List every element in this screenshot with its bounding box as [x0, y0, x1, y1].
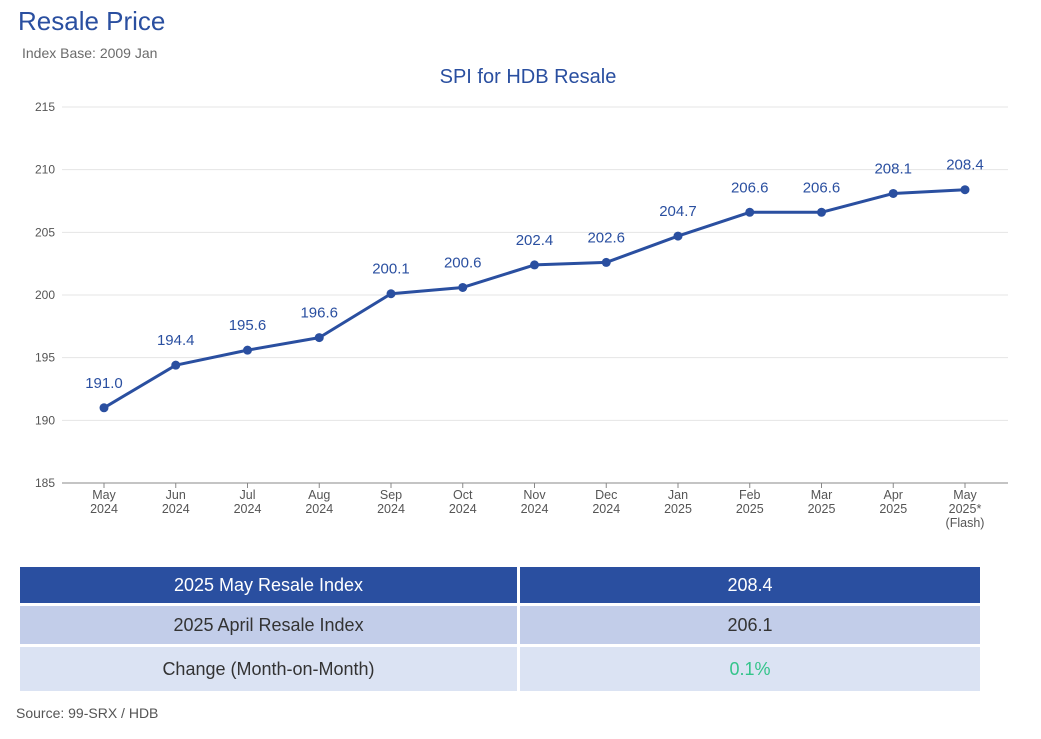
x-tick-label-line: May [953, 488, 977, 502]
x-tick-label-line: 2024 [592, 502, 620, 516]
x-tick-label: May 2025* (Flash) [946, 488, 985, 530]
x-tick-label-line: Mar [811, 488, 833, 502]
x-tick-label-line: 2024 [305, 502, 333, 516]
x-tick-label: Feb 2025 [736, 488, 764, 516]
data-label: 200.1 [372, 261, 410, 278]
table-cell-value: 206.1 [520, 606, 980, 644]
data-label: 206.6 [731, 179, 769, 196]
x-tick-label-line: 2024 [162, 502, 190, 516]
y-tick-label: 195 [35, 351, 55, 365]
x-tick-label: Dec 2024 [592, 488, 620, 516]
data-label: 195.6 [229, 317, 267, 334]
x-tick-label-line: Feb [739, 488, 761, 502]
x-tick-label-line: 2024 [234, 502, 262, 516]
data-point [243, 345, 252, 355]
source-note: Source: 99-SRX / HDB [16, 705, 159, 721]
x-tick-label: Oct 2024 [449, 488, 477, 516]
x-tick-label-line: 2025 [736, 502, 764, 516]
x-tick-label-line: Aug [308, 488, 330, 502]
data-point [960, 185, 970, 195]
page-title: Resale Price [18, 6, 166, 36]
series-line-spi [103, 188, 966, 410]
x-tick-label: Mar 2025 [808, 488, 836, 516]
data-label: 208.1 [874, 160, 912, 177]
x-tick-label-line: Jul [240, 488, 256, 502]
x-tick-label-line: 2025* [949, 502, 982, 516]
x-tick-label-line: 2025 [664, 502, 692, 516]
data-point [458, 282, 468, 292]
table-cell-label: Change (Month-on-Month) [20, 647, 517, 691]
y-tick-label: 200 [35, 288, 55, 302]
x-tick-label: Jan 2025 [664, 488, 692, 516]
x-tick-label: Apr 2025 [879, 488, 907, 516]
x-tick-label: Jun 2024 [162, 488, 190, 516]
data-label: 200.6 [444, 254, 482, 271]
data-point [171, 360, 181, 370]
data-label: 208.4 [946, 157, 984, 174]
y-tick-label: 185 [35, 476, 55, 490]
table-cell-label: 2025 April Resale Index [20, 606, 517, 644]
x-tick-label: Nov 2024 [521, 488, 549, 516]
x-tick-label-line: Oct [453, 488, 473, 502]
data-point [386, 289, 396, 299]
x-tick-label-line: Jun [166, 488, 186, 502]
data-point [99, 403, 109, 413]
data-label: 202.4 [516, 232, 554, 249]
data-label: 194.4 [157, 332, 195, 349]
table-row-change: Change (Month-on-Month) 0.1% [20, 647, 980, 691]
x-tick-label-line: Dec [595, 488, 617, 502]
x-tick-label-line: 2025 [808, 502, 836, 516]
data-point [601, 257, 611, 267]
table-cell-label: 2025 May Resale Index [20, 567, 517, 603]
table-row-current-index: 2025 May Resale Index 208.4 [20, 567, 980, 603]
y-tick-label: 205 [35, 225, 55, 239]
data-label: 196.6 [300, 305, 338, 322]
x-tick-label-line: 2024 [449, 502, 477, 516]
x-tick-label-line: 2025 [879, 502, 907, 516]
data-point [673, 231, 683, 241]
x-tick-label-line: Jan [668, 488, 688, 502]
x-tick-label-line: Apr [884, 488, 903, 502]
chart-title: SPI for HDB Resale [440, 66, 617, 88]
index-base-note: Index Base: 2009 Jan [22, 45, 158, 61]
data-point [817, 207, 826, 217]
x-tick-label-line: (Flash) [946, 516, 985, 530]
data-point [888, 188, 898, 198]
table-row-previous-index: 2025 April Resale Index 206.1 [20, 606, 980, 644]
data-label: 191.0 [85, 375, 123, 392]
x-tick-label: May 2024 [90, 488, 118, 516]
data-label: 202.6 [587, 229, 625, 246]
data-label: 206.6 [803, 179, 841, 196]
x-tick-label-line: Nov [523, 488, 546, 502]
resale-index-summary-table: 2025 May Resale Index 208.4 2025 April R… [20, 567, 980, 694]
x-tick-label-line: May [92, 488, 116, 502]
x-tick-label-line: 2024 [377, 502, 405, 516]
x-tick-label-line: 2024 [90, 502, 118, 516]
data-point [530, 260, 539, 270]
data-label: 204.7 [659, 203, 697, 220]
y-tick-label: 190 [35, 413, 55, 427]
x-tick-label-line: 2024 [521, 502, 549, 516]
x-tick-label: Jul 2024 [234, 488, 262, 516]
y-tick-label: 215 [35, 100, 55, 114]
x-tick-label: Sep 2024 [377, 488, 405, 516]
table-cell-value: 208.4 [520, 567, 980, 603]
data-point [745, 207, 755, 217]
x-tick-label-line: Sep [380, 488, 402, 502]
table-cell-change-value: 0.1% [520, 647, 980, 691]
spi-line-chart: SPI for HDB Resale 185 190 195 200 205 210 215… [35, 66, 1008, 530]
x-tick-label: Aug 2024 [305, 488, 333, 516]
y-tick-label: 210 [35, 163, 55, 177]
data-point [314, 333, 324, 343]
